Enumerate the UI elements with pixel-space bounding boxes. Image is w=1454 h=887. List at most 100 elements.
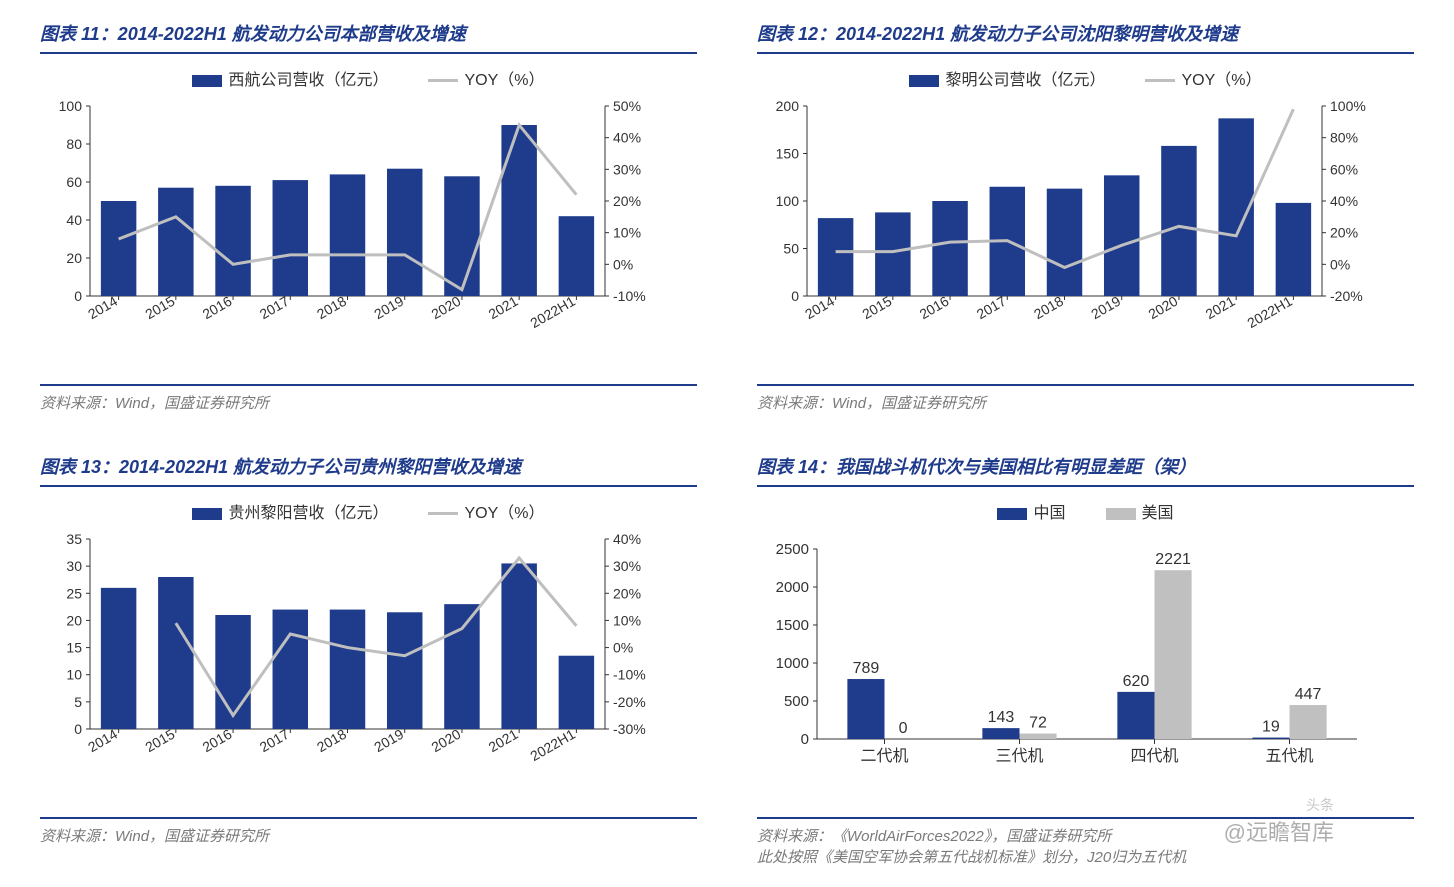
svg-text:2016: 2016 (917, 293, 952, 323)
svg-text:2018: 2018 (314, 293, 349, 323)
legend-item-line: YOY（%） (1145, 66, 1261, 90)
panel-source: 资料来源：Wind，国盛证券研究所 (757, 384, 1414, 413)
bar (387, 169, 422, 296)
svg-text:10%: 10% (613, 612, 641, 628)
svg-text:30%: 30% (613, 161, 641, 177)
panel-title: 图表 11：2014-2022H1 航发动力公司本部营收及增速 (40, 20, 697, 54)
svg-text:25: 25 (66, 585, 82, 601)
svg-text:0: 0 (899, 720, 908, 737)
bar (1047, 189, 1082, 296)
svg-text:1500: 1500 (776, 617, 809, 634)
panel-source: 资料来源：《WorldAirForces2022》，国盛证券研究所 (757, 817, 1414, 846)
svg-text:50: 50 (783, 241, 799, 257)
chart-area: 050010001500200025007890二代机14372三代机62022… (757, 529, 1414, 809)
svg-text:15: 15 (66, 640, 82, 656)
svg-text:三代机: 三代机 (995, 747, 1043, 765)
svg-text:80: 80 (66, 136, 82, 152)
svg-text:20%: 20% (1330, 225, 1358, 241)
svg-text:72: 72 (1029, 715, 1047, 732)
svg-text:2021: 2021 (486, 293, 521, 323)
legend: 黎明公司营收（亿元）YOY（%） (757, 62, 1414, 96)
bar (158, 188, 193, 296)
legend: 贵州黎阳营收（亿元） YOY（%） (40, 495, 697, 529)
bar-us (1290, 705, 1327, 739)
svg-text:447: 447 (1295, 686, 1322, 703)
bar-china (847, 679, 884, 739)
legend-item-bar: 贵州黎阳营收（亿元） (192, 499, 388, 523)
bar-china (1252, 738, 1289, 739)
chart-area: 050100150200-20%0%20%40%60%80%100%201420… (757, 96, 1414, 376)
chart-panel: 图表 14：我国战斗机代次与美国相比有明显差距（架）中国美国0500100015… (757, 453, 1414, 867)
svg-text:-20%: -20% (1330, 288, 1363, 304)
bar (101, 201, 136, 296)
svg-text:40%: 40% (1330, 193, 1358, 209)
legend-item-line: YOY（%） (428, 499, 544, 523)
bar (215, 186, 250, 296)
svg-text:-30%: -30% (613, 721, 646, 737)
bar (330, 610, 365, 729)
svg-text:2016: 2016 (200, 726, 235, 756)
bar (875, 212, 910, 296)
chart-panel: 图表 11：2014-2022H1 航发动力公司本部营收及增速西航公司营收（亿元… (40, 20, 697, 413)
svg-text:200: 200 (776, 98, 800, 114)
svg-text:2020: 2020 (1145, 293, 1180, 323)
svg-text:10%: 10% (613, 225, 641, 241)
bar-us (1020, 734, 1057, 739)
legend-label: YOY（%） (1181, 72, 1261, 89)
legend: 西航公司营收（亿元）YOY（%） (40, 62, 697, 96)
svg-text:30: 30 (66, 558, 82, 574)
chart-area: 05101520253035-30%-20%-10%0%10%20%30%40%… (40, 529, 697, 809)
svg-text:10: 10 (66, 667, 82, 683)
svg-text:2020: 2020 (428, 293, 463, 323)
svg-text:2020: 2020 (428, 726, 463, 756)
svg-text:2000: 2000 (776, 579, 809, 596)
bar (1161, 146, 1196, 296)
legend-label: 西航公司营收（亿元） (228, 72, 388, 89)
bar (818, 218, 853, 296)
bar (330, 174, 365, 296)
svg-text:2018: 2018 (1031, 293, 1066, 323)
svg-text:0: 0 (74, 721, 82, 737)
panel-source: 资料来源：Wind，国盛证券研究所 (40, 384, 697, 413)
svg-text:40%: 40% (613, 130, 641, 146)
bar (387, 612, 422, 729)
svg-text:0%: 0% (1330, 256, 1350, 272)
chart-area: 020406080100-10%0%10%20%30%40%50%2014201… (40, 96, 697, 376)
svg-text:2017: 2017 (974, 293, 1009, 323)
svg-text:50%: 50% (613, 98, 641, 114)
svg-text:19: 19 (1262, 719, 1280, 736)
svg-text:2019: 2019 (371, 293, 406, 323)
bar (1104, 175, 1139, 296)
svg-text:0: 0 (791, 288, 799, 304)
bar-china (982, 728, 1019, 739)
svg-text:1000: 1000 (776, 655, 809, 672)
svg-text:2016: 2016 (200, 293, 235, 323)
svg-text:143: 143 (988, 709, 1015, 726)
legend-label: YOY（%） (464, 505, 544, 522)
svg-text:620: 620 (1123, 673, 1150, 690)
svg-text:2018: 2018 (314, 726, 349, 756)
svg-text:100: 100 (59, 98, 83, 114)
svg-text:2022H1: 2022H1 (1244, 293, 1295, 331)
svg-text:-10%: -10% (613, 667, 646, 683)
legend-item-a: 中国 (997, 499, 1065, 523)
svg-text:100: 100 (776, 193, 800, 209)
svg-text:5: 5 (74, 694, 82, 710)
svg-text:2015: 2015 (142, 726, 177, 756)
svg-text:2019: 2019 (371, 726, 406, 756)
svg-text:四代机: 四代机 (1130, 747, 1178, 765)
panel-source: 资料来源：Wind，国盛证券研究所 (40, 817, 697, 846)
svg-text:-10%: -10% (613, 288, 646, 304)
svg-text:2221: 2221 (1155, 551, 1191, 568)
svg-text:20: 20 (66, 612, 82, 628)
svg-text:2500: 2500 (776, 541, 809, 558)
svg-text:60%: 60% (1330, 161, 1358, 177)
svg-text:80%: 80% (1330, 130, 1358, 146)
svg-text:60: 60 (66, 174, 82, 190)
legend-item-bar: 西航公司营收（亿元） (192, 66, 388, 90)
panel-title: 图表 12：2014-2022H1 航发动力子公司沈阳黎明营收及增速 (757, 20, 1414, 54)
svg-text:二代机: 二代机 (860, 747, 908, 765)
legend: 中国美国 (757, 495, 1414, 529)
svg-text:0%: 0% (613, 256, 633, 272)
panel-title: 图表 13：2014-2022H1 航发动力子公司贵州黎阳营收及增速 (40, 453, 697, 487)
